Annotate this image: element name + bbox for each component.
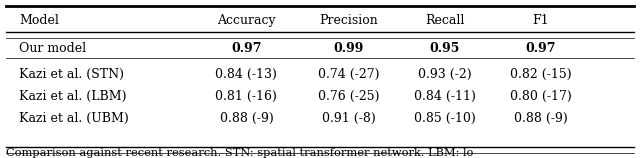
Text: Kazi et al. (UBM): Kazi et al. (UBM) [19,112,129,125]
Text: 0.95: 0.95 [429,43,460,55]
Text: 0.97: 0.97 [231,43,262,55]
Text: Kazi et al. (LBM): Kazi et al. (LBM) [19,90,127,103]
Text: 0.99: 0.99 [333,43,364,55]
Text: 0.88 (-9): 0.88 (-9) [514,112,568,125]
Text: 0.88 (-9): 0.88 (-9) [220,112,273,125]
Text: Kazi et al. (STN): Kazi et al. (STN) [19,68,124,81]
Text: Comparison against recent research. STN: spatial transformer network. LBM: lo: Comparison against recent research. STN:… [6,148,474,158]
Text: 0.80 (-17): 0.80 (-17) [510,90,572,103]
Text: 0.93 (-2): 0.93 (-2) [418,68,472,81]
Text: 0.76 (-25): 0.76 (-25) [318,90,380,103]
Text: 0.84 (-13): 0.84 (-13) [216,68,277,81]
Text: 0.85 (-10): 0.85 (-10) [414,112,476,125]
Text: Precision: Precision [319,14,378,27]
Text: Model: Model [19,14,59,27]
Text: Recall: Recall [425,14,465,27]
Text: F1: F1 [532,14,549,27]
Text: 0.81 (-16): 0.81 (-16) [216,90,277,103]
Text: 0.84 (-11): 0.84 (-11) [414,90,476,103]
Text: 0.97: 0.97 [525,43,556,55]
Text: 0.74 (-27): 0.74 (-27) [318,68,380,81]
Text: Accuracy: Accuracy [217,14,276,27]
Text: 0.91 (-8): 0.91 (-8) [322,112,376,125]
Text: Our model: Our model [19,43,86,55]
Text: 0.82 (-15): 0.82 (-15) [510,68,572,81]
